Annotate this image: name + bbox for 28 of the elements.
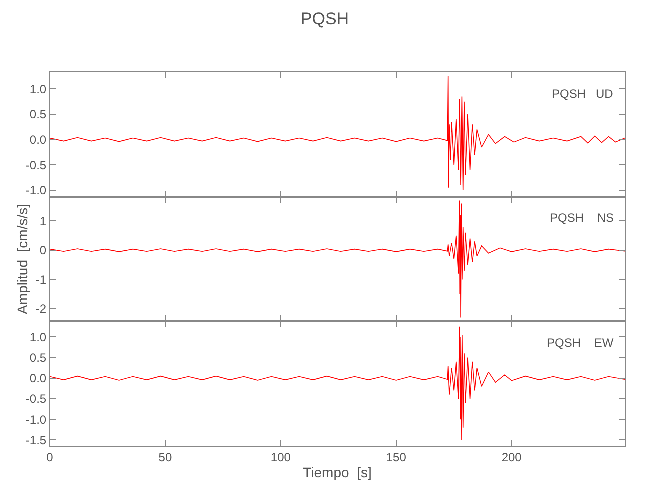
line-series [50,200,625,318]
y-tick-label: 0.0 [30,132,47,147]
line-series [50,326,625,441]
x-tick-label: 200 [502,450,522,464]
y-tick-label: 1 [40,214,47,228]
y-tick-label: 0 [40,244,47,258]
x-tick-label: 150 [386,450,407,464]
y-tick-label: -1.5 [26,433,47,448]
y-tick-label: 0.5 [30,108,47,122]
annotation: PQSH UD [552,87,614,101]
y-tick-label: 0.0 [30,372,47,386]
y-tick-label: -1.0 [26,184,47,198]
y-tick-label: 0.5 [30,350,47,365]
x-axis-title: Tiempo [s] [303,464,372,481]
y-axis-title: Amplitud [cm/s/s] [14,204,31,314]
x-tick-label: 100 [270,450,292,464]
annotation: PQSH NS [550,211,614,225]
line-series [50,76,625,191]
y-tick-label: -1.0 [26,412,47,427]
y-tick-label: -0.5 [26,392,47,406]
x-tick-label: 50 [158,450,172,464]
y-tick-label: -0.5 [26,158,47,172]
chart-title: PQSH [300,9,350,28]
y-tick-label: -1 [36,272,47,287]
annotation: PQSH EW [547,336,614,350]
y-tick-label: 1.0 [30,82,47,96]
y-tick-label: 1.0 [30,330,47,344]
y-tick-label: -2 [36,302,47,316]
